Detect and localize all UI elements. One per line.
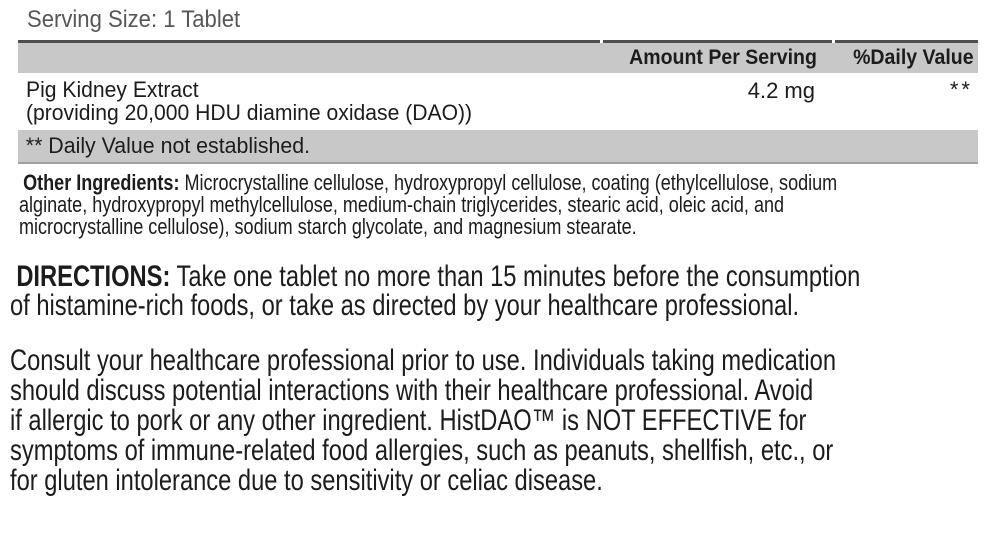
ingredient-amount-value: 4.2 mg — [747, 78, 815, 103]
footnote-bar: ** Daily Value not established. — [18, 130, 978, 164]
consult-warning-paragraph: Consult your healthcare professional pri… — [10, 346, 994, 496]
other-ingredients-label: Other Ingredients: — [23, 170, 180, 195]
directions-label: DIRECTIONS: — [16, 260, 171, 293]
directions-text: Take one tablet no more than 15 minutes … — [170, 260, 861, 293]
ingredient-detail: (providing 20,000 HDU diamine oxidase (D… — [26, 100, 473, 125]
consult-line: if allergic to pork or any other ingredi… — [10, 404, 807, 437]
ingredient-name-cell: Pig Kidney Extract (providing 20,000 HDU… — [18, 78, 978, 124]
other-ingredients-paragraph: Other Ingredients: Microcrystalline cell… — [19, 172, 994, 238]
ingredient-daily-value: ** — [949, 77, 973, 102]
header-gray-band: Amount Per Serving %Daily Value — [18, 43, 978, 73]
ingredient-row: Pig Kidney Extract (providing 20,000 HDU… — [18, 78, 978, 124]
serving-size-text: Serving Size: 1 Tablet — [27, 6, 241, 33]
other-ingredients-text: Microcrystalline cellulose, hydroxypropy… — [179, 170, 838, 195]
consult-line: Consult your healthcare professional pri… — [10, 344, 837, 377]
daily-value-header: %Daily Value — [853, 46, 974, 69]
directions-paragraph: DIRECTIONS: Take one tablet no more than… — [10, 260, 994, 322]
directions-line: DIRECTIONS: Take one tablet no more than… — [10, 260, 861, 293]
column-divider-notch — [600, 40, 603, 43]
other-ingredients-line: microcrystalline cellulose), sodium star… — [19, 214, 637, 239]
directions-line: of histamine-rich foods, or take as dire… — [10, 289, 800, 322]
consult-line: should discuss potential interactions wi… — [10, 374, 814, 407]
ingredient-name: Pig Kidney Extract — [26, 77, 199, 102]
facts-header-bar: Amount Per Serving %Daily Value — [18, 40, 978, 73]
daily-value-footnote: ** Daily Value not established. — [25, 133, 311, 158]
column-divider-notch — [832, 40, 835, 43]
consult-line: symptoms of immune-related food allergie… — [10, 434, 834, 467]
amount-per-serving-header: Amount Per Serving — [629, 46, 817, 69]
header-top-rule — [18, 40, 978, 43]
other-ingredients-line: Other Ingredients: Microcrystalline cell… — [19, 172, 837, 194]
other-ingredients-line: alginate, hydroxypropyl methylcellulose,… — [19, 192, 785, 217]
consult-line: for gluten intolerance due to sensitivit… — [10, 464, 603, 497]
